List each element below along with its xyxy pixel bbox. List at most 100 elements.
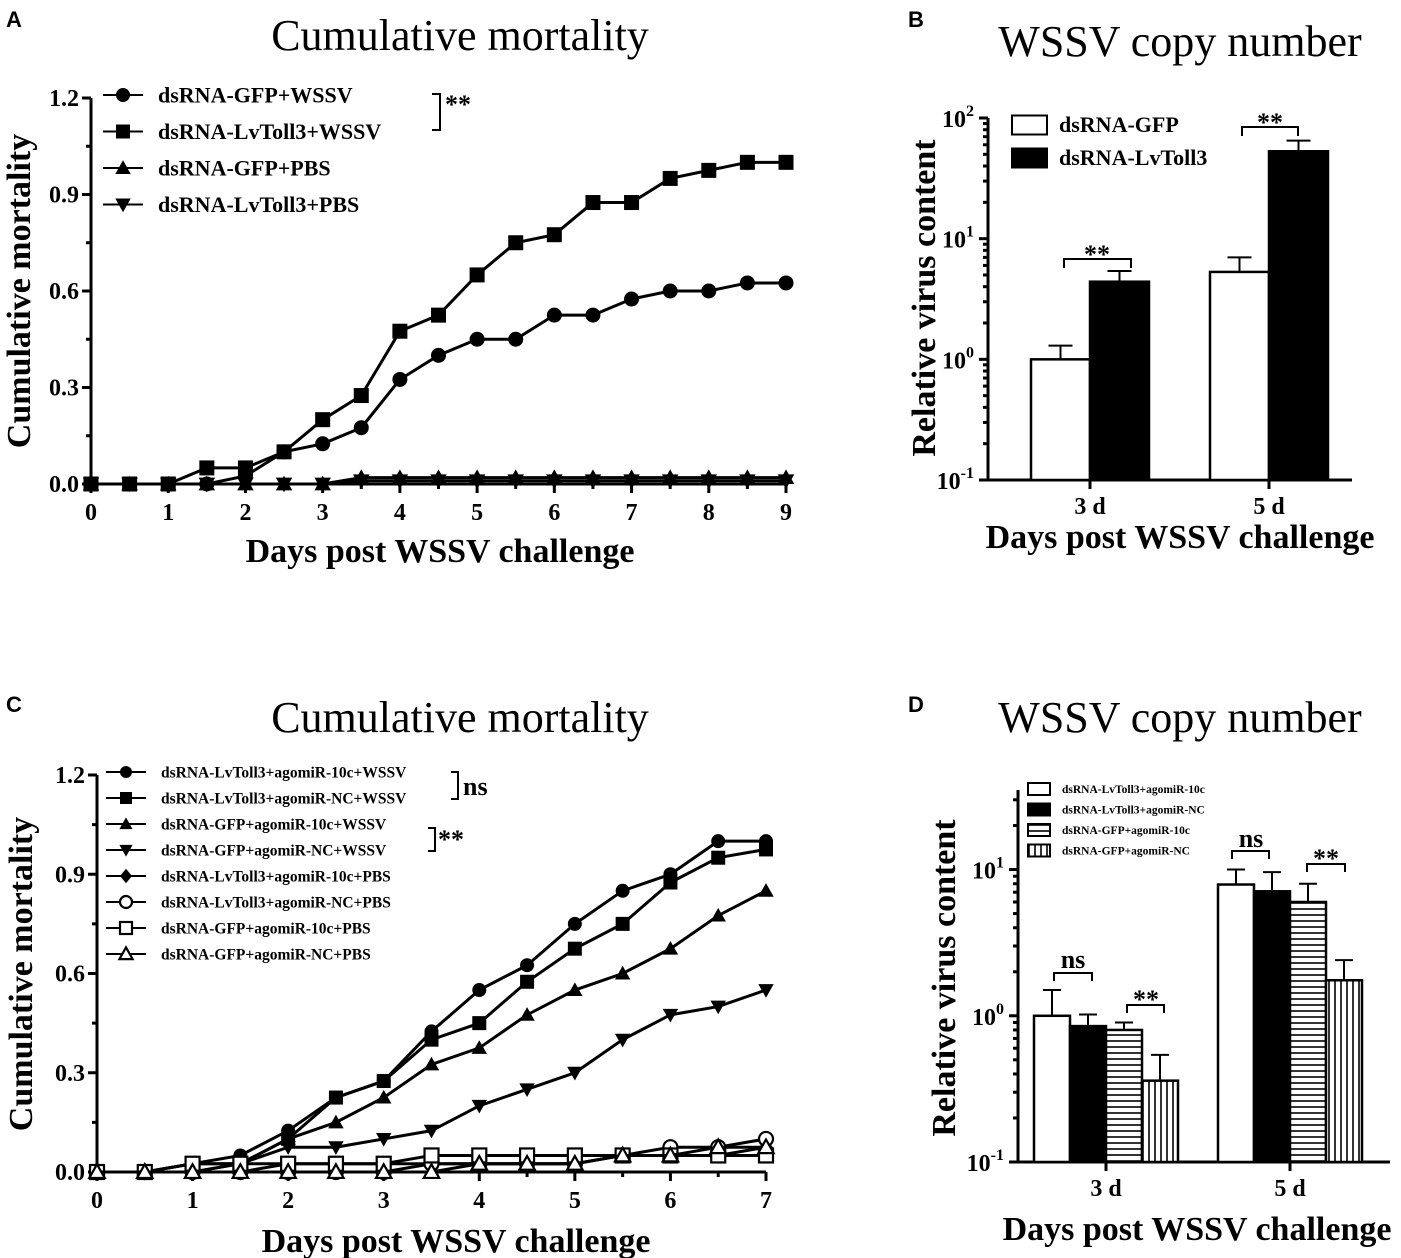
- legend-marker: [118, 920, 134, 936]
- panel-b-y-ticks: 10-1 100 101 102: [937, 103, 988, 495]
- legend-entry: dsRNA-LvToll3+agomiR-10c: [1062, 784, 1205, 796]
- data-point: [159, 477, 177, 493]
- legend-swatch: [1027, 782, 1051, 796]
- data-point: [198, 477, 216, 493]
- panel-c-series: [87, 834, 776, 1181]
- data-point: [280, 1141, 296, 1155]
- panel-d-x-axis-label: Days post WSSV challenge: [1003, 1211, 1392, 1248]
- data-point: [615, 916, 630, 931]
- panel-c-sig-ns-label: ns: [463, 772, 488, 801]
- data-point: [614, 1033, 631, 1048]
- data-point: [585, 195, 601, 211]
- legend-swatch: [1027, 843, 1051, 858]
- x-tick-label: 1: [187, 1188, 199, 1214]
- data-point: [546, 227, 562, 243]
- data-point: [328, 1141, 344, 1155]
- legend-entry: dsRNA-GFP+agomiR-10c+PBS: [161, 920, 371, 937]
- data-point: [739, 154, 755, 170]
- legend-entry: dsRNA-GFP+agomiR-NC+WSSV: [161, 842, 387, 859]
- data-point: [520, 958, 535, 973]
- panel-d-significance-5d-stars: **: [1306, 844, 1346, 873]
- x-tick-label: 9: [780, 500, 792, 526]
- legend-entry: dsRNA-LvToll3+agomiR-NC+PBS: [161, 894, 391, 911]
- data-point: [661, 474, 679, 490]
- data-point: [392, 323, 408, 339]
- panel-a-y-ticks: 0.0 0.3 0.6 0.9 1.2: [49, 86, 91, 498]
- data-point: [374, 1162, 394, 1180]
- x-tick-label: 0: [91, 1188, 103, 1214]
- panel-a-x-ticks: 0 1 2 3 4 5 6 7 8 9: [85, 484, 792, 526]
- data-point: [472, 1016, 487, 1031]
- data-point: [759, 842, 773, 857]
- data-point: [326, 1162, 346, 1180]
- data-point: [756, 1137, 776, 1155]
- data-point: [423, 1147, 440, 1164]
- legend-marker: [120, 792, 132, 804]
- y-tick-label: 1.2: [55, 763, 85, 789]
- bar: [1216, 883, 1256, 1164]
- panel-d-sig-5d-ns-label: ns: [1239, 824, 1264, 853]
- data-point: [472, 983, 487, 998]
- data-point: [431, 307, 446, 323]
- panel-c-significance-bracket-ns: ns: [451, 771, 488, 801]
- data-point: [585, 307, 601, 323]
- data-point: [328, 1114, 344, 1129]
- data-point: [508, 331, 524, 347]
- data-point: [567, 1066, 583, 1081]
- panel-a: A Cumulative mortality Days post WSSV ch…: [1, 7, 795, 570]
- legend-marker: [120, 868, 132, 884]
- panel-c-axes: [95, 775, 766, 1174]
- data-point: [314, 477, 331, 493]
- data-point: [567, 982, 583, 996]
- panel-label-d: D: [908, 692, 924, 717]
- x-tick-label: 1: [162, 500, 174, 526]
- legend-marker: [115, 160, 131, 174]
- panel-a-significance-label: **: [445, 90, 471, 119]
- x-tick-label: 2: [282, 1188, 294, 1214]
- x-tick-label: 6: [548, 500, 560, 526]
- bar: [1140, 1079, 1180, 1164]
- panel-c: C Cumulative mortality Days post WSSV ch…: [3, 692, 776, 1258]
- x-tick-label: 4: [473, 1188, 485, 1214]
- panel-b-significance-5d: **: [1241, 108, 1299, 137]
- data-point: [739, 275, 755, 291]
- legend-entry: dsRNA-GFP+agomiR-NC+PBS: [161, 946, 371, 963]
- panel-d-sig-3d-stars-label: **: [1133, 985, 1159, 1014]
- y-tick-label: 0.3: [49, 376, 79, 402]
- legend-entry: dsRNA-LvToll3+agomiR-NC+WSSV: [161, 790, 407, 807]
- panel-a-significance-bracket: **: [432, 90, 471, 131]
- data-point: [701, 283, 717, 299]
- legend-swatch: [1011, 147, 1048, 169]
- data-point: [471, 1099, 487, 1114]
- x-tick-label: 0: [85, 500, 97, 526]
- data-point: [711, 834, 726, 849]
- data-point: [421, 1162, 442, 1180]
- bar: [1288, 900, 1328, 1164]
- data-point: [315, 436, 331, 452]
- data-point: [624, 195, 640, 211]
- data-point: [701, 162, 717, 178]
- legend-marker: [116, 88, 130, 102]
- panel-d-title: WSSV copy number: [998, 693, 1362, 742]
- legend-swatch: [1027, 823, 1051, 837]
- data-point: [376, 1074, 391, 1089]
- data-point: [469, 1153, 489, 1171]
- bar: [1252, 890, 1292, 1164]
- panel-d-legend: dsRNA-LvToll3+agomiR-10c dsRNA-LvToll3+ag…: [1027, 782, 1205, 858]
- panel-b-sig-5d-label: **: [1257, 108, 1283, 137]
- data-point: [517, 1153, 537, 1171]
- panel-d-significance-3d-ns: ns: [1053, 945, 1093, 981]
- x-tick-label: 7: [760, 1188, 772, 1214]
- data-point: [278, 1162, 298, 1180]
- data-point: [391, 474, 409, 490]
- data-point: [230, 1162, 250, 1180]
- panel-b: B WSSV copy number Days post WSSV challe…: [906, 7, 1374, 556]
- panel-c-sig-stars-label: **: [438, 825, 464, 854]
- legend-entry: dsRNA-LvToll3+agomiR-10c+PBS: [161, 868, 391, 885]
- legend-marker: [115, 198, 131, 213]
- y-tick-label: 0.0: [49, 472, 79, 498]
- data-point: [615, 883, 630, 898]
- panel-a-legend: dsRNA-GFP+WSSV dsRNA-LvToll3+WSSV dsRNA-GF…: [103, 83, 381, 217]
- data-point: [471, 1040, 487, 1054]
- data-point: [353, 388, 369, 404]
